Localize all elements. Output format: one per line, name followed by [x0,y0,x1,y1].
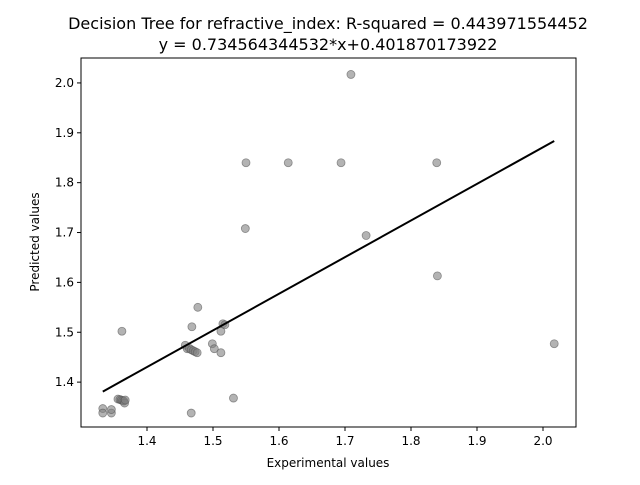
data-point [117,326,127,336]
data-point [336,158,346,168]
data-point [186,408,196,418]
data-point [346,70,356,79]
y-tick-label: 1.8 [55,176,74,190]
y-tick-label: 1.6 [55,275,74,289]
data-point [229,393,238,403]
x-tick-label: 1.6 [269,434,288,448]
data-point [240,224,250,233]
x-tick-label: 1.5 [203,434,222,448]
y-tick-label: 1.5 [55,325,74,339]
fit-line [102,140,555,393]
y-axis-label: Predicted values [28,192,42,291]
y-tick-label: 2.0 [55,76,74,90]
plot-area-frame [80,57,577,428]
data-points [98,70,559,418]
data-point [192,348,202,358]
y-tick-label: 1.9 [55,126,74,140]
data-point [432,158,442,168]
x-axis-label: Experimental values [267,456,390,470]
x-axis-ticks: 1.4 1.5 1.6 1.7 1.8 1.9 2.0 [137,427,553,448]
y-tick-label: 1.4 [55,375,74,389]
x-tick-label: 1.4 [137,434,156,448]
y-tick-label: 1.7 [55,226,74,240]
data-point [98,408,108,418]
x-tick-label: 1.7 [335,434,354,448]
fit-line-group [102,140,555,393]
data-point [187,322,197,332]
data-point [432,271,442,281]
data-point [193,302,203,312]
data-point [361,231,371,240]
x-tick-label: 1.9 [467,434,486,448]
x-tick-label: 1.8 [401,434,420,448]
x-tick-label: 2.0 [533,434,552,448]
data-point [106,405,116,414]
data-point [209,344,219,354]
data-point [549,339,559,349]
data-point [216,348,226,358]
data-point [241,158,251,168]
data-point [120,395,130,405]
chart-title-line2: y = 0.734564344532*x+0.401870173922 [159,35,498,54]
y-axis-ticks: 1.4 1.5 1.6 1.7 1.8 1.9 2.0 [55,76,81,389]
chart-title-line1: Decision Tree for refractive_index: R-sq… [68,14,588,34]
data-point [283,158,293,168]
